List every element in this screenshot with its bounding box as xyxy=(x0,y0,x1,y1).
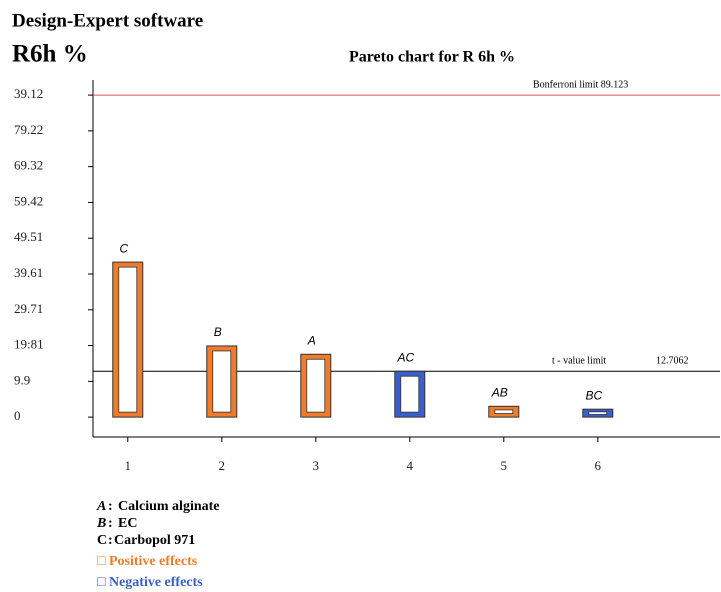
limit-label: Bonferroni limit 89.123 xyxy=(533,79,628,90)
bar-inner xyxy=(118,266,138,413)
x-tick-label: 2 xyxy=(219,458,226,473)
factor-colon: : xyxy=(108,499,113,514)
software-header: Design-Expert software xyxy=(12,10,203,31)
bar xyxy=(488,405,520,418)
factor-name: Calcium alginate xyxy=(118,499,220,514)
y-tick-label: 69.32 xyxy=(14,158,43,173)
y-tick-label: 19:81 xyxy=(14,337,44,352)
chart-title: Pareto chart for R 6h % xyxy=(349,49,515,66)
bar xyxy=(206,345,238,418)
y-tick-label: 29.71 xyxy=(14,301,43,316)
bar-inner xyxy=(494,409,514,414)
bar xyxy=(112,261,144,418)
bar xyxy=(582,408,614,418)
response-name: R6h % xyxy=(12,41,88,68)
factor-code: C xyxy=(97,533,107,548)
bar xyxy=(394,370,426,418)
x-tick-label: 6 xyxy=(595,458,602,473)
x-tick-label: 4 xyxy=(407,458,414,473)
bar-label: A xyxy=(307,333,316,347)
factor-code: A xyxy=(96,499,106,514)
y-tick-label: 39.61 xyxy=(14,265,43,280)
y-tick-label: 49.51 xyxy=(14,229,43,244)
x-tick-label: 1 xyxy=(125,458,132,473)
factor-name: Carbopol 971 xyxy=(114,533,195,548)
bar xyxy=(300,353,332,418)
bar-inner xyxy=(306,358,326,413)
bar-label: B xyxy=(214,325,222,339)
bar-label: AB xyxy=(491,385,508,399)
bar-inner xyxy=(212,350,232,413)
x-tick-label: 3 xyxy=(313,458,320,473)
bar-label: C xyxy=(119,241,128,255)
effects-legend: □ Negative effects xyxy=(97,575,203,590)
y-tick-label: 39.12 xyxy=(14,86,43,101)
factor-name: EC xyxy=(118,516,137,531)
y-tick-label: 0 xyxy=(14,408,21,423)
bar-label: BC xyxy=(585,388,602,402)
x-tick-label: 5 xyxy=(501,458,508,473)
bar-label: AC xyxy=(396,350,414,364)
factor-code: B xyxy=(96,516,106,531)
factor-colon: : xyxy=(108,516,113,531)
y-tick-label: 59.42 xyxy=(14,193,43,208)
bar-inner xyxy=(588,411,608,415)
y-tick-label: 9.9 xyxy=(14,372,30,387)
factor-colon: : xyxy=(108,533,113,548)
limit-label: t - value limit xyxy=(552,356,606,367)
y-tick-label: 79.22 xyxy=(14,122,43,137)
bar-inner xyxy=(400,375,420,413)
effects-legend: □ Positive effects xyxy=(97,554,198,569)
limit-value: 12.7062 xyxy=(656,356,689,367)
